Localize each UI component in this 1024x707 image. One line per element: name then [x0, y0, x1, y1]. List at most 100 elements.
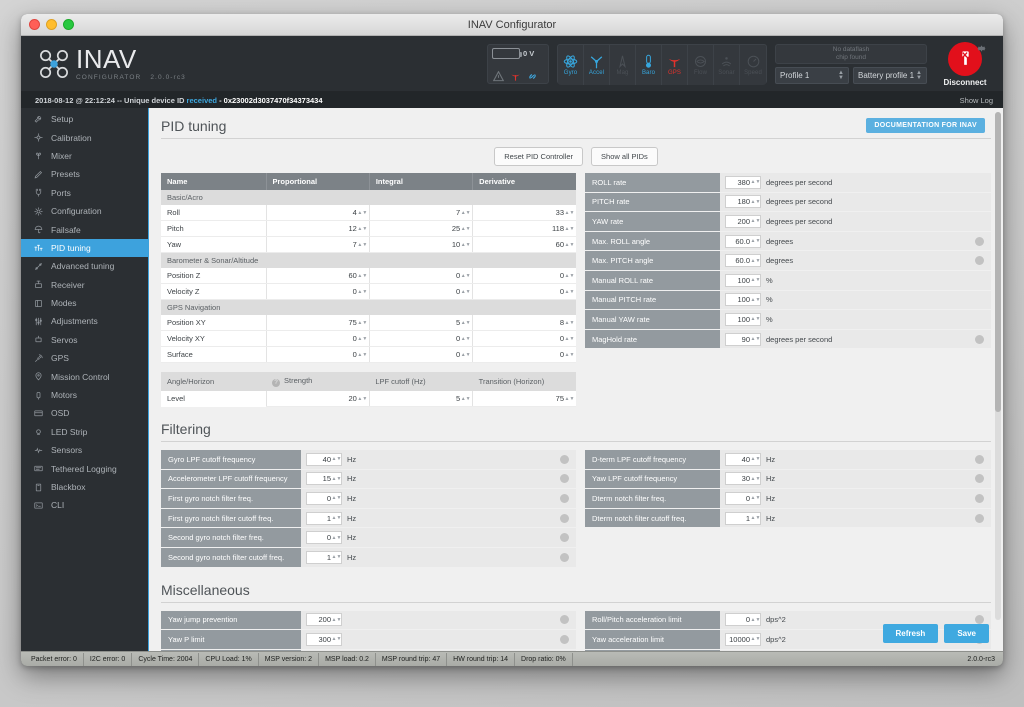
- spinner-arrows-icon[interactable]: ▲▼: [750, 296, 761, 303]
- spinner-arrows-icon[interactable]: ▲▼: [357, 335, 368, 342]
- sidebar-item-gps[interactable]: GPS: [21, 349, 148, 367]
- pid-p-input[interactable]: 60 ▲▼: [268, 269, 367, 282]
- help-icon[interactable]: [975, 256, 984, 266]
- setting-input[interactable]: 0 ▲▼: [725, 491, 761, 505]
- disconnect-button[interactable]: Disconnect: [937, 41, 993, 87]
- pid-p-input[interactable]: 12 ▲▼: [268, 222, 368, 235]
- pid-i-input[interactable]: 5 ▲▼: [371, 316, 471, 329]
- maximize-window-button[interactable]: [63, 19, 74, 30]
- spinner-arrows-icon[interactable]: ▲▼: [750, 636, 761, 643]
- battery-profile-select[interactable]: Battery profile 1 ▲ ▼: [853, 67, 927, 84]
- pid-p-input[interactable]: 4 ▲▼: [268, 206, 368, 219]
- setting-input[interactable]: 40 ▲▼: [725, 452, 761, 466]
- sidebar-item-tethered-logging[interactable]: Tethered Logging: [21, 459, 148, 477]
- spinner-arrows-icon[interactable]: ▲▼: [750, 277, 761, 284]
- sidebar-item-servos[interactable]: Servos: [21, 331, 148, 349]
- documentation-button[interactable]: DOCUMENTATION FOR INAV: [866, 118, 985, 133]
- setting-input[interactable]: 0 ▲▼: [306, 491, 342, 505]
- spinner-arrows-icon[interactable]: ▲▼: [331, 495, 342, 502]
- spinner-arrows-icon[interactable]: ▲▼: [460, 395, 471, 402]
- setting-input[interactable]: 0 ▲▼: [725, 613, 761, 627]
- pid-i-input[interactable]: 7 ▲▼: [371, 206, 471, 219]
- spinner-arrows-icon[interactable]: ▲▼: [750, 475, 761, 482]
- spinner-arrows-icon[interactable]: ▲▼: [331, 475, 342, 482]
- spinner-arrows-icon[interactable]: ▲▼: [460, 335, 471, 342]
- spinner-arrows-icon[interactable]: ▲▼: [750, 257, 761, 264]
- spinner-arrows-icon[interactable]: ▲▼: [357, 395, 368, 402]
- setting-input[interactable]: 10000 ▲▼: [725, 632, 761, 646]
- spinner-arrows-icon[interactable]: ▲▼: [564, 288, 575, 295]
- setting-input[interactable]: 300 ▲▼: [306, 632, 342, 646]
- setting-input[interactable]: 100 ▲▼: [725, 273, 761, 287]
- spinner-arrows-icon[interactable]: ▲▼: [357, 209, 368, 216]
- setting-input[interactable]: 40 ▲▼: [306, 452, 342, 466]
- help-icon[interactable]: [560, 474, 569, 484]
- sidebar-item-led-strip[interactable]: LED Strip: [21, 423, 148, 441]
- pid-p-input[interactable]: 0 ▲▼: [268, 348, 368, 361]
- pid-d-input[interactable]: 0 ▲▼: [475, 269, 574, 282]
- spinner-arrows-icon[interactable]: ▲▼: [460, 272, 471, 279]
- sidebar-item-receiver[interactable]: Receiver: [21, 276, 148, 294]
- spinner-arrows-icon[interactable]: ▲▼: [357, 241, 368, 248]
- save-button[interactable]: Save: [944, 624, 989, 643]
- setting-input[interactable]: 1 ▲▼: [306, 550, 342, 564]
- pid-p-input[interactable]: 75 ▲▼: [268, 316, 367, 329]
- spinner-arrows-icon[interactable]: ▲▼: [460, 209, 471, 216]
- spinner-arrows-icon[interactable]: ▲▼: [460, 225, 471, 232]
- spinner-arrows-icon[interactable]: ▲▼: [750, 336, 761, 343]
- setting-input[interactable]: 0 ▲▼: [306, 531, 342, 545]
- setting-input[interactable]: 100 ▲▼: [725, 293, 761, 307]
- pid-p-input[interactable]: 7 ▲▼: [268, 238, 368, 251]
- help-icon[interactable]: [560, 493, 569, 503]
- sidebar-item-calibration[interactable]: Calibration: [21, 128, 148, 146]
- help-icon[interactable]: [560, 533, 569, 543]
- spinner-arrows-icon[interactable]: ▲▼: [750, 198, 761, 205]
- pid-d-input[interactable]: 60 ▲▼: [475, 238, 574, 251]
- pid-p-input[interactable]: 0 ▲▼: [268, 332, 368, 345]
- setting-input[interactable]: 100 ▲▼: [725, 312, 761, 326]
- setting-input[interactable]: 200 ▲▼: [306, 613, 342, 627]
- sidebar-item-blackbox[interactable]: Blackbox: [21, 478, 148, 496]
- show-all-pids-button[interactable]: Show all PIDs: [591, 147, 658, 166]
- spinner-arrows-icon[interactable]: ▲▼: [750, 316, 761, 323]
- setting-input[interactable]: 180 ▲▼: [725, 195, 761, 209]
- spinner-arrows-icon[interactable]: ▲▼: [750, 218, 761, 225]
- sidebar-item-failsafe[interactable]: Failsafe: [21, 220, 148, 238]
- help-icon[interactable]: [975, 334, 984, 344]
- sidebar-item-setup[interactable]: Setup: [21, 110, 148, 128]
- setting-input[interactable]: 1 ▲▼: [725, 511, 761, 525]
- help-icon[interactable]: [560, 454, 569, 464]
- spinner-arrows-icon[interactable]: ▲▼: [357, 351, 368, 358]
- spinner-arrows-icon[interactable]: ▲▼: [750, 238, 761, 245]
- spinner-arrows-icon[interactable]: ▲▼: [564, 272, 575, 279]
- spinner-arrows-icon[interactable]: ▲▼: [564, 351, 575, 358]
- setting-input[interactable]: 90 ▲▼: [725, 332, 761, 346]
- close-window-button[interactable]: [29, 19, 40, 30]
- minimize-window-button[interactable]: [46, 19, 57, 30]
- pid-i-input[interactable]: 0 ▲▼: [371, 332, 471, 345]
- pid-d-input[interactable]: 33 ▲▼: [475, 206, 574, 219]
- pid-d-input[interactable]: 8 ▲▼: [475, 316, 574, 329]
- sidebar-item-ports[interactable]: Ports: [21, 184, 148, 202]
- pid-i-input[interactable]: 0 ▲▼: [371, 285, 471, 298]
- angle-horizon-transition-input[interactable]: 75 ▲▼: [475, 392, 574, 405]
- spinner-arrows-icon[interactable]: ▲▼: [357, 225, 368, 232]
- spinner-arrows-icon[interactable]: ▲▼: [750, 179, 761, 186]
- pid-i-input[interactable]: 25 ▲▼: [371, 222, 471, 235]
- help-icon[interactable]: [975, 474, 984, 484]
- sidebar-item-mission-control[interactable]: Mission Control: [21, 367, 148, 385]
- sidebar-item-sensors[interactable]: Sensors: [21, 441, 148, 459]
- reset-pid-controller-button[interactable]: Reset PID Controller: [494, 147, 584, 166]
- spinner-arrows-icon[interactable]: ▲▼: [357, 288, 368, 295]
- setting-input[interactable]: 380 ▲▼: [725, 175, 761, 189]
- profile-select[interactable]: Profile 1 ▲ ▼: [775, 67, 849, 84]
- setting-input[interactable]: 60.0 ▲▼: [725, 254, 761, 268]
- show-log-link[interactable]: Show Log: [959, 95, 993, 105]
- angle-horizon-strength-input[interactable]: 20 ▲▼: [268, 392, 368, 405]
- spinner-arrows-icon[interactable]: ▲▼: [331, 456, 342, 463]
- sidebar-item-osd[interactable]: OSD: [21, 404, 148, 422]
- pid-d-input[interactable]: 0 ▲▼: [475, 285, 574, 298]
- setting-input[interactable]: 60.0 ▲▼: [725, 234, 761, 248]
- sidebar-item-mixer[interactable]: Mixer: [21, 147, 148, 165]
- pid-p-input[interactable]: 0 ▲▼: [268, 285, 368, 298]
